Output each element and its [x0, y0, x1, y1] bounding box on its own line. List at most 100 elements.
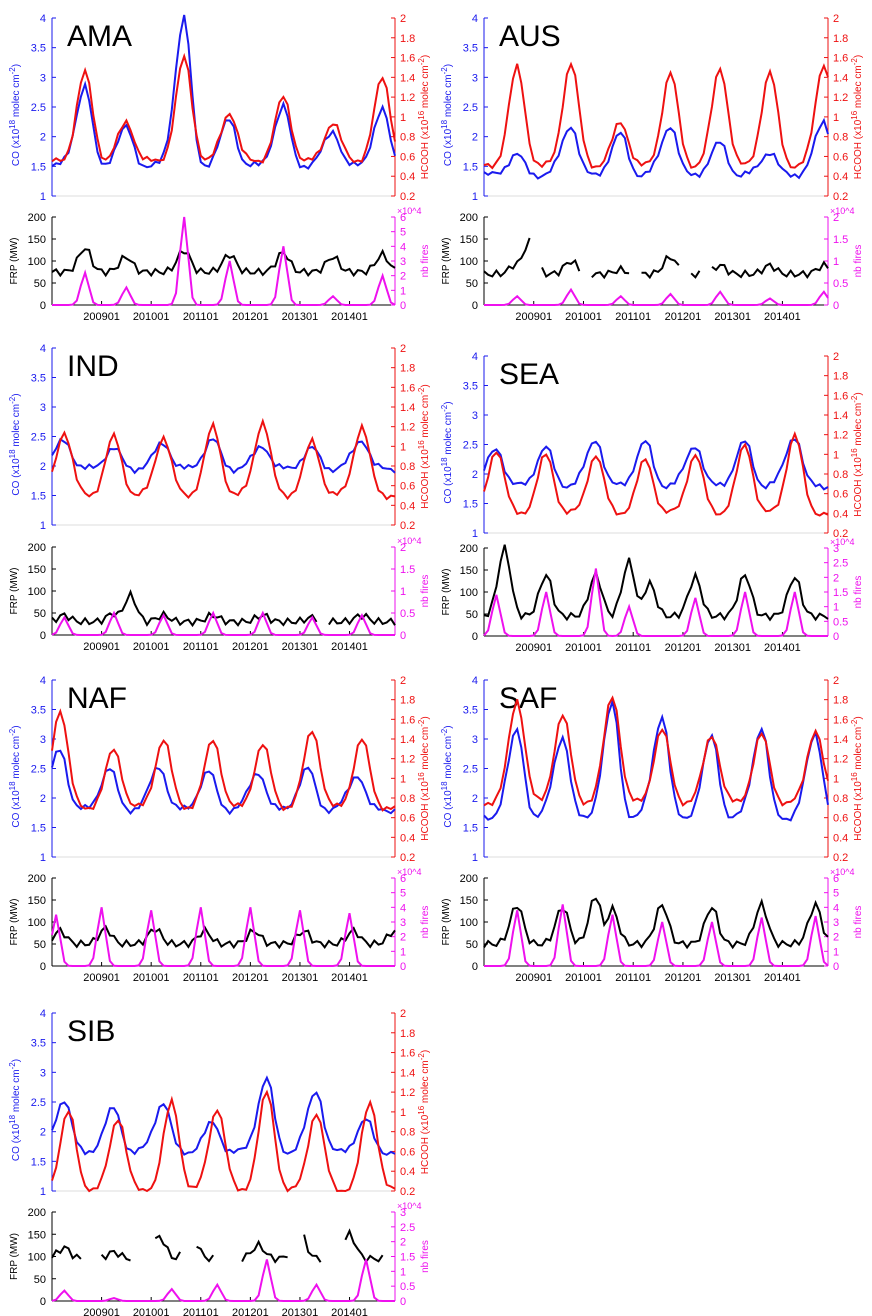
x-tick-label: 201301 [282, 311, 319, 323]
co-axis-title: CO (x1018 molec cm-2) [8, 1059, 22, 1161]
frp-tick-label: 100 [28, 256, 46, 268]
fires-tick-label: 0.5 [833, 616, 848, 628]
fires-tick-label: 4 [400, 902, 406, 914]
fires-tick-label: 3 [833, 917, 839, 929]
frp-tick-label: 0 [472, 631, 478, 643]
fires-tick-label: 2 [400, 271, 406, 283]
x-tick-label: 201201 [665, 642, 702, 654]
hcooh-tick-label: 1 [833, 112, 839, 124]
region-label: AUS [499, 20, 561, 53]
panel-sea: 1 1.5 2 2.5 3 3.5 4 0.2 0.4 0.6 0.8 1 1.2 1.4 1.6 1.8 2 C… [440, 351, 864, 654]
hcooh-axis-title: HCOOH (x1016 molec cm-2) [417, 716, 431, 840]
frp-series-line [154, 1234, 181, 1261]
frp-tick-label: 100 [460, 917, 478, 929]
hcooh-tick-label: 1.2 [833, 430, 848, 442]
co-axis-title: CO (x1018 molec cm-2) [440, 401, 454, 503]
frp-tick-label: 200 [28, 873, 46, 885]
hcooh-tick-label: 2 [833, 675, 839, 687]
x-tick-label: 201001 [133, 311, 170, 323]
x-tick-label: 201401 [764, 311, 801, 323]
frp-tick-label: 100 [28, 1252, 46, 1264]
hcooh-tick-label: 1.4 [833, 410, 848, 422]
fires-axis-title: nb fires [420, 906, 431, 939]
co-tick-label: 2 [40, 793, 46, 805]
frp-series-line [541, 258, 581, 278]
co-tick-label: 2.5 [463, 102, 478, 114]
frp-series-line [344, 1228, 384, 1264]
frp-tick-label: 0 [472, 300, 478, 312]
hcooh-tick-label: 1 [400, 1107, 406, 1119]
co-tick-label: 3.5 [31, 373, 46, 385]
x-tick-label: 201201 [665, 311, 702, 323]
hcooh-tick-label: 1.6 [400, 1048, 415, 1060]
hcooh-tick-label: 1.4 [833, 734, 848, 746]
co-tick-label: 3.5 [31, 43, 46, 55]
hcooh-tick-label: 0.6 [400, 151, 415, 163]
panel-aus: 1 1.5 2 2.5 3 3.5 4 0.2 0.4 0.6 0.8 1 1.2 1.4 1.6 1.8 2 C… [440, 13, 864, 323]
hcooh-tick-label: 1.6 [833, 53, 848, 65]
fires-tick-label: 2.5 [833, 558, 848, 570]
fires-exponent-label: ×10^4 [397, 1201, 422, 1211]
hcooh-tick-label: 2 [833, 13, 839, 25]
co-tick-label: 3.5 [31, 705, 46, 717]
frp-tick-label: 100 [28, 586, 46, 598]
co-tick-label: 4 [472, 13, 478, 25]
co-tick-label: 1.5 [463, 499, 478, 511]
fires-tick-label: 1 [400, 1266, 406, 1278]
x-tick-label: 201301 [282, 1307, 319, 1316]
frp-tick-label: 150 [460, 565, 478, 577]
fires-axis-title: nb fires [853, 576, 864, 609]
co-tick-label: 4 [40, 343, 46, 355]
hcooh-tick-label: 1.4 [400, 734, 415, 746]
frp-axis-title: FRP (MW) [441, 568, 452, 615]
frp-tick-label: 50 [466, 278, 478, 290]
fires-series-line [51, 1259, 395, 1302]
frp-series-line [241, 1239, 288, 1264]
hcooh-tick-label: 1.2 [400, 92, 415, 104]
co-tick-label: 1 [472, 191, 478, 203]
hcooh-tick-label: 1 [400, 441, 406, 453]
hcooh-tick-label: 2 [400, 675, 406, 687]
hcooh-tick-label: 1 [400, 112, 406, 124]
frp-axis-title: FRP (MW) [9, 567, 20, 614]
hcooh-tick-label: 0.8 [400, 793, 415, 805]
hcooh-tick-label: 1.8 [833, 33, 848, 45]
frp-tick-label: 150 [460, 234, 478, 246]
hcooh-tick-label: 0.4 [400, 171, 415, 183]
frp-tick-label: 200 [28, 542, 46, 554]
x-tick-label: 201201 [232, 1307, 269, 1316]
hcooh-tick-label: 2 [400, 13, 406, 25]
x-tick-label: 201301 [714, 972, 751, 984]
co-tick-label: 3 [40, 734, 46, 746]
co-tick-label: 3 [40, 1067, 46, 1079]
fires-tick-label: 1.5 [400, 1252, 415, 1264]
co-tick-label: 3.5 [31, 1038, 46, 1050]
co-tick-label: 2 [472, 793, 478, 805]
co-tick-label: 1.5 [31, 823, 46, 835]
co-series-line [51, 749, 396, 816]
hcooh-tick-label: 1.8 [400, 695, 415, 707]
fires-tick-label: 2 [833, 932, 839, 944]
fires-tick-label: 1 [400, 946, 406, 958]
frp-series-line [591, 264, 630, 280]
frp-axis-title: FRP (MW) [9, 1233, 20, 1280]
co-tick-label: 2.5 [31, 764, 46, 776]
hcooh-tick-label: 0.8 [400, 461, 415, 473]
hcooh-tick-label: 1.6 [833, 714, 848, 726]
fires-tick-label: 4 [833, 902, 839, 914]
x-tick-label: 201001 [565, 311, 602, 323]
co-axis-title: CO (x1018 molec cm-2) [8, 725, 22, 827]
frp-axis-title: FRP (MW) [9, 898, 20, 945]
hcooh-tick-label: 0.6 [833, 813, 848, 825]
region-label: SAF [499, 682, 557, 715]
frp-tick-label: 200 [28, 212, 46, 224]
fires-exponent-label: ×10^4 [830, 537, 855, 547]
frp-tick-label: 150 [28, 234, 46, 246]
frp-series-line [51, 1245, 82, 1260]
frp-series-line [303, 1234, 322, 1263]
frp-tick-label: 50 [34, 1274, 46, 1286]
hcooh-tick-label: 1.6 [400, 382, 415, 394]
x-tick-label: 201101 [183, 311, 219, 323]
hcooh-tick-label: 0.2 [833, 528, 848, 540]
